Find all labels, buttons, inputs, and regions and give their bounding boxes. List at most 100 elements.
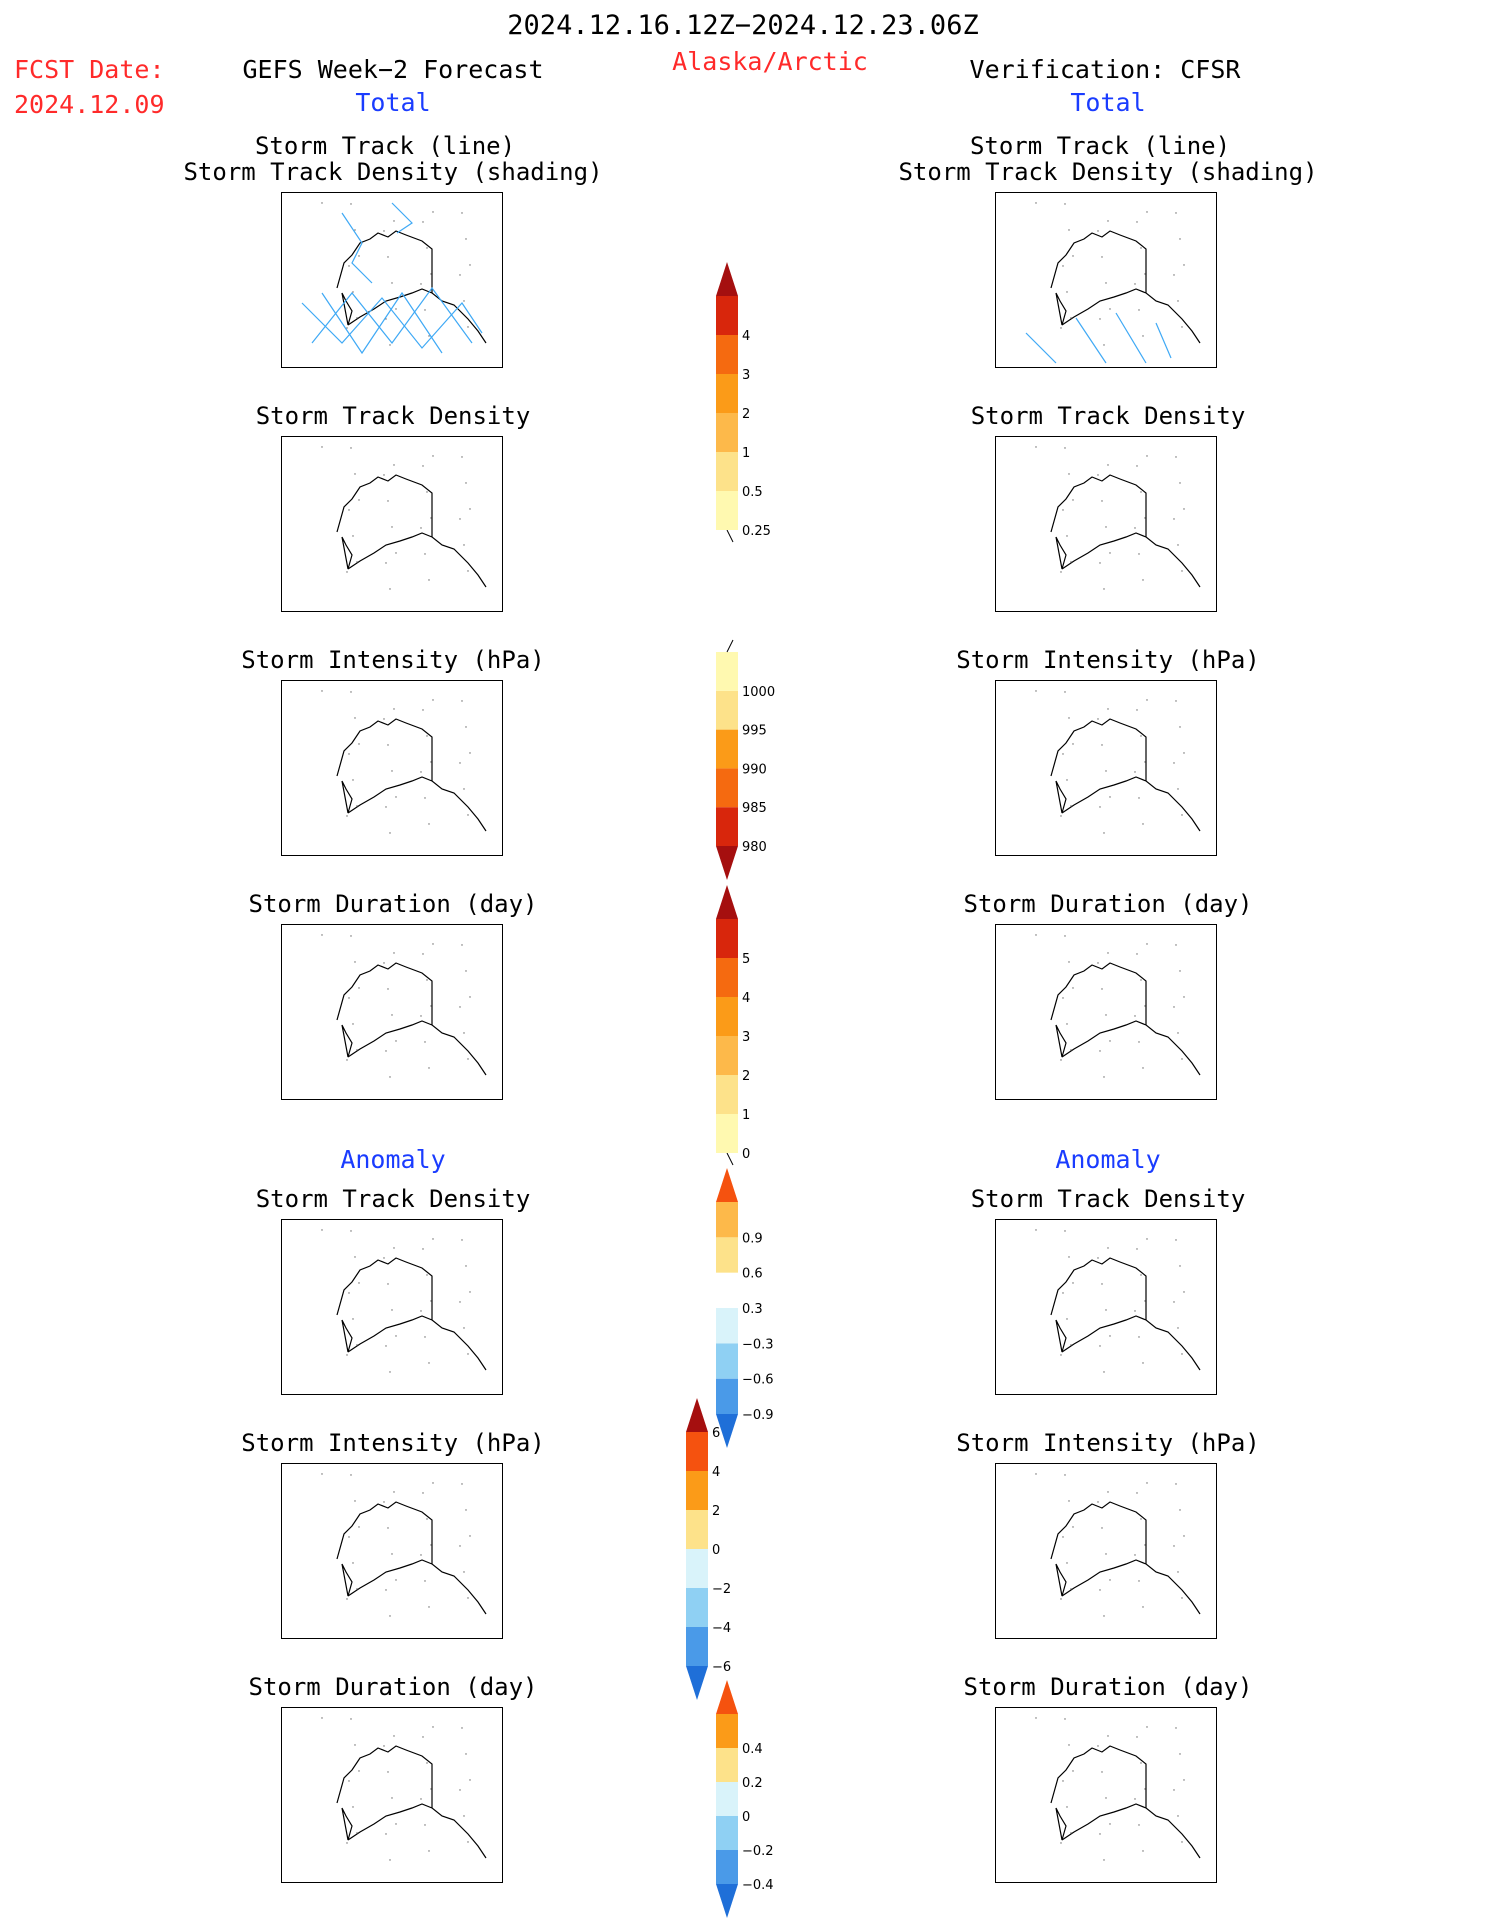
colorbar-tick-label: 0.9: [742, 1231, 763, 1246]
colorbar-segment: [716, 1343, 738, 1379]
fc-intensity-map: [281, 680, 503, 856]
colorbar-segment: [716, 335, 738, 374]
vf-intensity-title: Storm Intensity (hPa): [956, 646, 1260, 674]
colorbar-intensity: 980 985 990 995 1000: [716, 639, 796, 884]
colorbar-tick-label: 0.2: [742, 1776, 763, 1791]
vf-anom-duration-map: [995, 1707, 1217, 1883]
vf-anom-duration-title: Storm Duration (day): [963, 1673, 1253, 1701]
colorbar-tick-label: −4: [712, 1621, 731, 1636]
colorbar-tick-label: 0: [712, 1543, 720, 1558]
storm-track-line: [391, 202, 413, 234]
coastline: [336, 474, 487, 588]
colorbar-segment: [716, 1378, 738, 1414]
forecast-title: GEFS Week−2 Forecast: [242, 55, 544, 84]
colorbar-tick-label: −0.4: [742, 1878, 774, 1893]
colorbar-tick-label: −0.9: [742, 1408, 774, 1423]
colorbar-segment: [716, 374, 738, 413]
fc-anom-duration-title: Storm Duration (day): [248, 1673, 538, 1701]
storm-track-line: [341, 212, 373, 284]
colorbar-segment: [716, 1748, 738, 1782]
colorbar-segment: [716, 296, 738, 335]
colorbar-segment: [716, 1308, 738, 1344]
fc-anom-density-map: [281, 1219, 503, 1395]
fc-anom-intensity-title: Storm Intensity (hPa): [241, 1429, 545, 1457]
vf-track-shading-title: Storm Track Density (shading): [898, 158, 1318, 186]
storm-track-line: [1075, 317, 1107, 364]
colorbar-segment: [686, 1588, 708, 1627]
vf-anom-density-map: [995, 1219, 1217, 1395]
colorbar-segment: [716, 1850, 738, 1884]
colorbar-tick-label: 6: [712, 1426, 720, 1441]
fc-anom-density-title: Storm Track Density: [255, 1185, 531, 1213]
colorbar-bottom-tip: [716, 1414, 738, 1448]
storm-track-line: [301, 297, 483, 349]
colorbar-segment: [716, 919, 738, 958]
colorbar-bottom-tip: [716, 1884, 738, 1918]
colorbar-tick-label: 4: [712, 1465, 720, 1480]
fc-track-line-title: Storm Track (line): [254, 132, 516, 160]
colorbar-segment: [686, 1471, 708, 1510]
colorbar-segment: [716, 958, 738, 997]
fc-intensity-title: Storm Intensity (hPa): [241, 646, 545, 674]
colorbar-segment: [716, 1782, 738, 1816]
coastline: [336, 962, 487, 1076]
vf-anom-density-title: Storm Track Density: [970, 1185, 1246, 1213]
colorbar-tick-label: 3: [742, 1030, 750, 1045]
forecast-total-label: Total: [355, 88, 431, 117]
colorbar-tick-label: 985: [742, 801, 767, 816]
coastline: [1050, 1257, 1201, 1371]
colorbar-segment: [716, 1036, 738, 1075]
colorbar-tick-label: −0.3: [742, 1337, 774, 1352]
coastline: [1050, 718, 1201, 832]
fcst-date-label: FCST Date:: [14, 55, 165, 84]
colorbar-top-tip: [716, 885, 738, 919]
vf-anom-intensity-map: [995, 1463, 1217, 1639]
colorbar-segment: [716, 1237, 738, 1273]
storm-track-line: [1115, 312, 1147, 364]
colorbar-tick-label: 995: [742, 724, 767, 739]
colorbar-tick-label: 0.25: [742, 524, 771, 539]
colorbar-segment: [716, 1816, 738, 1850]
colorbar-segment: [716, 997, 738, 1036]
colorbar-segment: [716, 652, 738, 691]
colorbar-tick-label: 4: [742, 329, 750, 344]
verification-total-label: Total: [1070, 88, 1146, 117]
colorbar-segment: [716, 1714, 738, 1748]
colorbar-duration: 0 1 2 3 4 5: [716, 885, 796, 1169]
colorbar-segment: [716, 1272, 738, 1308]
colorbar-segment: [716, 413, 738, 452]
fc-track-shading-title: Storm Track Density (shading): [183, 158, 603, 186]
storm-track-line: [321, 291, 443, 355]
colorbar-top-tip: [716, 1680, 738, 1714]
colorbar-tick-label: 2: [742, 1069, 750, 1084]
vf-duration-map: [995, 924, 1217, 1100]
fc-duration-title: Storm Duration (day): [248, 890, 538, 918]
vf-track-map: [995, 192, 1217, 368]
colorbar-segment: [686, 1510, 708, 1549]
vf-intensity-map: [995, 680, 1217, 856]
coastline: [336, 1501, 487, 1615]
colorbar-track-density: 0.25 0.5 1 2 3 4: [716, 262, 796, 546]
colorbar-tick-label: 0.4: [742, 1742, 763, 1757]
colorbar-tick-label: −2: [712, 1582, 731, 1597]
colorbar-segment: [716, 1202, 738, 1238]
coastline: [1050, 474, 1201, 588]
colorbar-segment: [716, 491, 738, 530]
colorbar-anom-density: −0.9 −0.6 −0.3 0.3 0.6 0.9: [716, 1168, 796, 1452]
colorbar-tick-label: 990: [742, 762, 767, 777]
coastline: [1050, 1745, 1201, 1859]
colorbar-tick-label: 1000: [742, 685, 775, 700]
colorbar-tick-label: −6: [712, 1660, 731, 1675]
colorbar-tick-label: 2: [712, 1504, 720, 1519]
vf-anom-intensity-title: Storm Intensity (hPa): [956, 1429, 1260, 1457]
colorbar-segment: [716, 807, 738, 846]
colorbar-tick-label: 2: [742, 407, 750, 422]
colorbar-segment: [716, 729, 738, 769]
coastline: [336, 1257, 487, 1371]
colorbar-tick-label: 0: [742, 1810, 750, 1825]
colorbar-top-tip: [686, 1398, 708, 1432]
colorbar-anom-duration: −0.4 −0.2 0 0.2 0.4: [716, 1680, 796, 1922]
colorbar-segment: [686, 1549, 708, 1588]
colorbar-segment: [716, 1075, 738, 1114]
colorbar-tick-label: −0.2: [742, 1844, 774, 1859]
